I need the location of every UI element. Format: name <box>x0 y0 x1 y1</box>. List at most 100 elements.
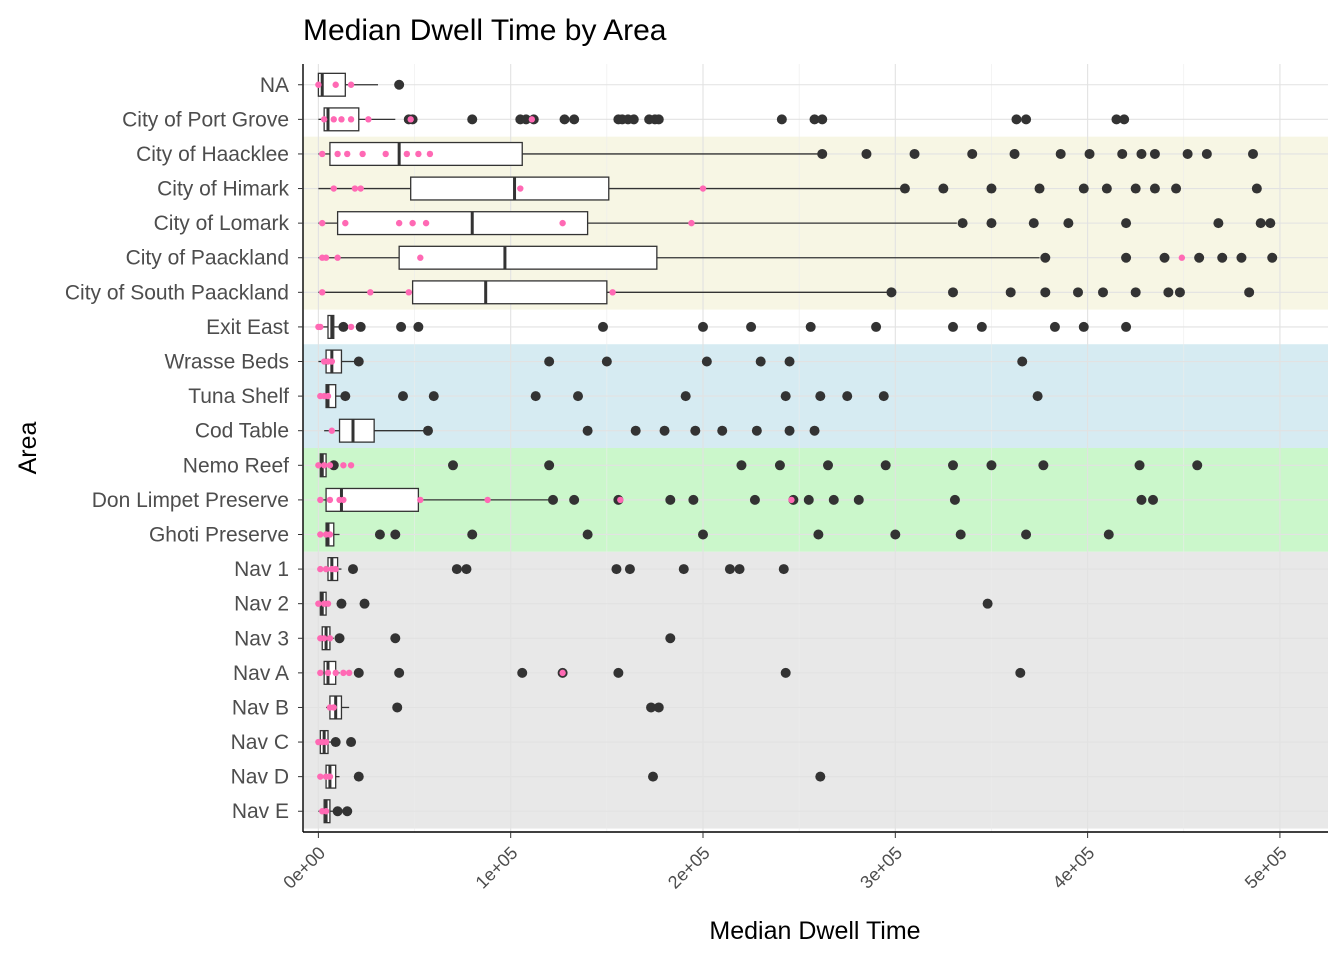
category-group <box>317 764 826 789</box>
jitter-point <box>609 289 616 296</box>
x-axis-label: Median Dwell Time <box>709 917 920 945</box>
jitter-point <box>330 185 337 192</box>
outlier-point <box>665 494 676 505</box>
outlier-point <box>890 529 901 540</box>
outlier-point <box>1032 391 1043 402</box>
jitter-point <box>322 738 330 746</box>
jitter-point <box>367 289 374 296</box>
box <box>336 211 589 236</box>
outlier-point <box>813 529 824 540</box>
category-group <box>315 729 357 755</box>
outlier-point <box>967 148 978 159</box>
jitter-point <box>317 773 324 780</box>
y-tick-label: City of Himark <box>157 178 289 201</box>
box <box>411 280 608 305</box>
outlier-point <box>1121 252 1132 263</box>
outlier-point <box>396 321 407 332</box>
category-group <box>315 591 993 616</box>
outlier-point <box>1192 460 1203 471</box>
outlier-point <box>336 598 347 609</box>
box <box>398 245 658 270</box>
category-group <box>318 349 1028 374</box>
outlier-point <box>461 564 472 575</box>
outlier-point <box>428 391 439 402</box>
outlier-point <box>1217 252 1228 263</box>
outlier-point <box>957 218 968 229</box>
x-tick-label: 1e+05 <box>472 843 522 893</box>
outlier-point <box>544 356 555 367</box>
jitter-point <box>334 150 341 158</box>
y-tick-label: Cod Table <box>195 420 289 443</box>
jitter-point <box>351 185 359 192</box>
outlier-point <box>1121 218 1132 229</box>
category-group <box>318 176 1262 201</box>
outlier-point <box>342 806 353 817</box>
outlier-point <box>1171 183 1182 194</box>
x-tick-label: 5e+05 <box>1241 843 1291 893</box>
category-group <box>324 418 820 443</box>
outlier-point <box>573 391 583 402</box>
jitter-point <box>334 254 341 261</box>
outlier-point <box>630 425 641 436</box>
outlier-point <box>1121 321 1132 332</box>
outlier-point <box>353 356 364 367</box>
y-tick-label: Don Limpet Preserve <box>92 489 289 512</box>
outlier-point <box>955 529 966 540</box>
category-group <box>318 280 1255 305</box>
y-tick-label: City of Lomark <box>154 212 290 235</box>
outlier-point <box>1034 183 1045 194</box>
outlier-point <box>1011 114 1022 125</box>
outlier-point <box>734 564 745 575</box>
outlier-point <box>1248 148 1258 159</box>
outlier-point <box>353 771 364 782</box>
jitter-point <box>395 219 403 227</box>
jitter-point <box>326 773 334 780</box>
outlier-point <box>815 771 826 782</box>
category-group <box>317 626 676 651</box>
jitter-point <box>426 150 434 158</box>
outlier-point <box>1098 287 1108 298</box>
outlier-point <box>353 667 364 678</box>
y-tick-labels: NA City of Port Grove City of Haacklee City… <box>65 74 303 823</box>
jitter-point <box>317 565 324 573</box>
outlier-point <box>613 667 624 678</box>
outlier-point <box>1021 114 1032 125</box>
jitter-point <box>322 254 330 261</box>
outlier-point <box>467 114 478 125</box>
outlier-point <box>717 425 728 436</box>
jitter-point <box>365 116 372 123</box>
outlier-point <box>784 356 795 367</box>
outlier-point <box>390 633 401 644</box>
y-tick-label: Nav 2 <box>234 593 289 616</box>
jitter-point <box>405 289 412 296</box>
jitter-point <box>422 219 430 227</box>
outlier-point <box>394 79 405 90</box>
chart-title: Median Dwell Time by Area <box>303 14 667 47</box>
outlier-point <box>909 148 920 159</box>
outlier-point <box>1267 252 1278 263</box>
outlier-point <box>665 633 676 644</box>
outlier-point <box>1174 287 1185 298</box>
outlier-point <box>517 667 528 678</box>
outlier-point <box>861 148 872 159</box>
y-tick-label: City of Haacklee <box>136 143 289 166</box>
jitter-point <box>1178 254 1186 261</box>
jitter-point <box>332 81 339 88</box>
jitter-point <box>357 185 364 192</box>
jitter-point <box>320 635 328 642</box>
outlier-point <box>982 598 993 609</box>
outlier-point <box>1236 252 1247 263</box>
outlier-point <box>359 598 370 609</box>
outlier-point <box>390 529 401 540</box>
outlier-point <box>1194 252 1205 263</box>
outlier-point <box>569 494 580 505</box>
outlier-point <box>394 667 405 678</box>
outlier-point <box>780 667 791 678</box>
outlier-point <box>678 564 689 575</box>
jitter-point <box>324 669 332 677</box>
jitter-point <box>559 219 566 227</box>
jitter-point <box>322 808 330 815</box>
jitter-point <box>332 669 339 677</box>
category-group <box>317 522 1114 547</box>
